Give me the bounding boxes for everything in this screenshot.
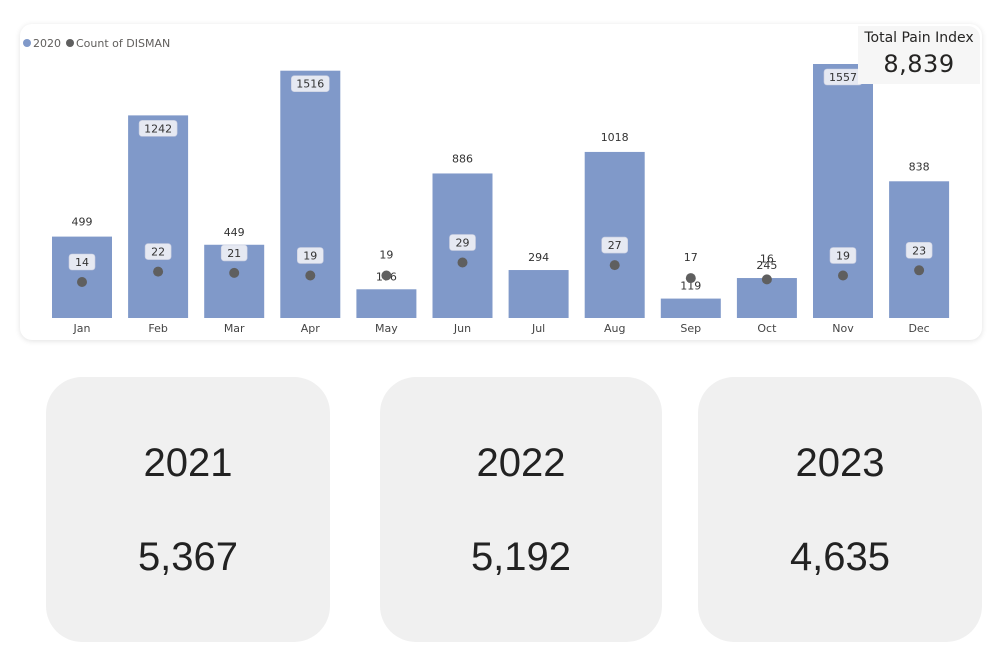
scatter-data-label-bg: [829, 247, 857, 264]
scatter-data-label-bg: [144, 243, 172, 260]
bar-data-label: 1018: [601, 131, 629, 144]
scatter-point-nov: [838, 270, 848, 281]
scatter-data-label: 29: [456, 237, 470, 250]
x-tick-label: Nov: [832, 322, 854, 335]
legend-marker-2020: [23, 39, 31, 47]
bar-aug: [584, 151, 645, 318]
scatter-point-dec: [914, 265, 925, 276]
legend-label-2020: 2020: [33, 37, 61, 50]
bar-data-label: 449: [224, 226, 245, 239]
bar-jul: [508, 270, 569, 318]
kpi-value: 8,839: [883, 50, 955, 78]
year-card-2021: 2021 5,367: [46, 377, 330, 642]
x-tick-label: May: [375, 322, 398, 335]
scatter-data-label-bg: [905, 242, 933, 259]
scatter-data-label: 19: [379, 249, 393, 262]
scatter-data-label: 17: [684, 251, 698, 264]
scatter-data-label: 21: [227, 247, 241, 260]
scatter-data-label: 14: [75, 256, 89, 269]
scatter-data-label: 23: [912, 244, 926, 257]
x-tick-label: Aug: [604, 322, 625, 335]
x-tick-label: Sep: [680, 322, 701, 335]
x-tick-label: Feb: [148, 322, 167, 335]
bar-data-label: 1557: [829, 71, 857, 84]
bar-oct: [736, 278, 797, 318]
x-tick-label: Oct: [757, 322, 777, 335]
year-card-year: 2021: [143, 441, 233, 485]
kpi-title: Total Pain Index: [864, 30, 974, 46]
scatter-point-feb: [153, 266, 164, 277]
kpi-card: Total Pain Index 8,839: [858, 26, 980, 84]
scatter-data-label-bg: [220, 244, 248, 262]
scatter-data-label-bg: [68, 253, 96, 271]
bar-data-label: 1516: [296, 78, 324, 91]
legend-marker-count-of-disman: [66, 39, 74, 47]
scatter-data-label: 22: [151, 246, 165, 259]
scatter-data-label: 19: [303, 250, 317, 263]
scatter-point-sep: [685, 273, 696, 284]
scatter-data-label: 16: [760, 252, 774, 265]
bar-feb: [128, 115, 189, 318]
x-tick-label: Jul: [531, 322, 545, 335]
bar-data-label-bg: [290, 75, 330, 92]
bar-data-label: 886: [452, 152, 473, 165]
scatter-point-jun: [457, 257, 468, 268]
combo-chart: 2020 Count of DISMAN Jan 499 14 Feb 1242 22 Mar 4…: [23, 37, 950, 335]
x-tick-label: Jan: [73, 322, 91, 335]
scatter-point-mar: [229, 267, 240, 278]
bar-data-label: 245: [756, 259, 777, 272]
x-tick-label: Dec: [908, 322, 929, 335]
bar-sep: [660, 298, 721, 318]
scatter-point-apr: [305, 270, 316, 281]
bar-may: [356, 289, 417, 318]
scatter-data-label-bg: [601, 236, 629, 254]
year-card-2023: 2023 4,635: [698, 377, 982, 642]
scatter-data-label-bg: [449, 234, 476, 251]
scatter-data-label: 19: [836, 250, 850, 263]
year-card-year: 2023: [795, 441, 885, 485]
x-tick-label: Apr: [301, 322, 321, 335]
year-card-value: 5,367: [137, 535, 239, 579]
scatter-point-may: [381, 270, 392, 281]
scatter-data-label: 27: [608, 239, 622, 252]
bar-data-label: 1242: [144, 122, 172, 135]
scatter-point-aug: [609, 260, 620, 271]
year-card-value: 5,192: [470, 535, 572, 579]
chart-card: 2020 Count of DISMAN Jan 499 14 Feb 1242 22 Mar 4…: [20, 24, 982, 340]
bar-data-label: 294: [528, 251, 549, 264]
bar-data-label: 838: [909, 160, 930, 173]
scatter-point-oct: [761, 274, 772, 285]
bar-data-label: 119: [680, 280, 701, 293]
year-card-year: 2022: [476, 441, 566, 485]
x-tick-label: Mar: [224, 322, 245, 335]
scatter-point-jan: [77, 277, 87, 287]
scatter-data-label-bg: [296, 247, 324, 264]
legend-label-count-of-disman: Count of DISMAN: [76, 37, 170, 50]
bar-data-label-bg: [138, 120, 178, 137]
bar-data-label: 499: [72, 216, 93, 229]
year-card-2022: 2022 5,192: [380, 377, 662, 642]
bar-apr: [280, 70, 341, 318]
x-tick-label: Jun: [453, 322, 471, 335]
year-card-value: 4,635: [789, 535, 891, 579]
